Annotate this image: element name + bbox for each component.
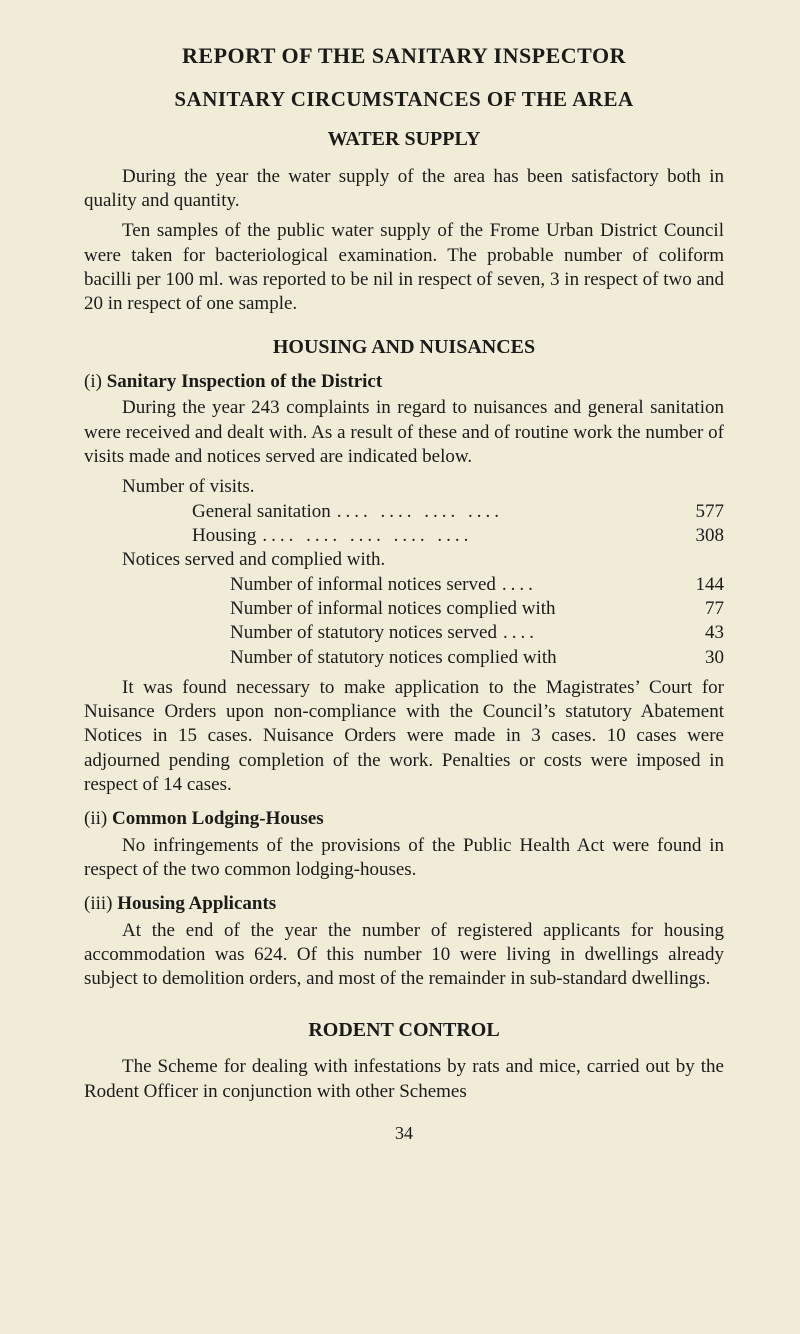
subsection-ii-paragraph: No infringements of the provisions of th… [84, 834, 724, 883]
subsection-i-paragraph-2: It was found necessary to make applicati… [84, 676, 724, 798]
subsection-i-title: Sanitary Inspection of the District [107, 371, 382, 392]
report-subtitle: SANITARY CIRCUMSTANCES OF THE AREA [84, 86, 724, 113]
stat-value: 577 [678, 500, 724, 524]
stat-row: Number of informal notices complied with… [230, 597, 724, 621]
water-paragraph-1: During the year the water supply of the … [84, 165, 724, 214]
section-rodent-heading: RODENT CONTROL [84, 1018, 724, 1044]
leader-dots: .... [496, 573, 678, 597]
subsection-i-paragraph-1: During the year 243 complaints in regard… [84, 396, 724, 469]
stat-label: Number of statutory notices served [230, 621, 497, 645]
stat-row: Housing .... .... .... .... .... 308 [192, 524, 724, 548]
water-paragraph-2: Ten samples of the public water supply o… [84, 219, 724, 316]
stat-label: Housing [192, 524, 256, 548]
stat-label: Number of informal notices complied with [230, 597, 556, 621]
subsection-iii-heading: (iii) Housing Applicants [84, 892, 724, 916]
subsection-iii-title: Housing Applicants [117, 893, 276, 914]
stat-label: Number of informal notices served [230, 573, 496, 597]
section-housing-heading: HOUSING AND NUISANCES [84, 335, 724, 361]
stat-value: 144 [678, 573, 724, 597]
stat-row: General sanitation .... .... .... .... 5… [192, 500, 724, 524]
subsection-i-number: (i) [84, 371, 107, 392]
stat-row: Number of statutory notices served .... … [230, 621, 724, 645]
stat-value: 30 [678, 646, 724, 670]
report-title: REPORT OF THE SANITARY INSPECTOR [84, 42, 724, 70]
subsection-ii-title: Common Lodging-Houses [112, 808, 324, 829]
stat-value: 43 [678, 621, 724, 645]
stat-row: Number of statutory notices complied wit… [230, 646, 724, 670]
leader-dots: .... .... .... .... .... [256, 524, 678, 548]
subsection-iii-paragraph: At the end of the year the number of reg… [84, 919, 724, 992]
stat-value: 308 [678, 524, 724, 548]
notices-header: Notices served and complied with. [122, 548, 724, 572]
subsection-ii-heading: (ii) Common Lodging-Houses [84, 807, 724, 831]
subsection-i-heading: (i) Sanitary Inspection of the District [84, 370, 724, 394]
rodent-paragraph: The Scheme for dealing with infestations… [84, 1055, 724, 1104]
page-number: 34 [84, 1122, 724, 1145]
stat-row: Number of informal notices served .... 1… [230, 573, 724, 597]
leader-dots: .... [497, 621, 678, 645]
visits-block: Number of visits. General sanitation ...… [122, 475, 724, 670]
visits-header: Number of visits. [122, 475, 724, 499]
stat-label: General sanitation [192, 500, 331, 524]
section-water-heading: WATER SUPPLY [84, 127, 724, 153]
stat-label: Number of statutory notices complied wit… [230, 646, 557, 670]
leader-dots: .... .... .... .... [331, 500, 678, 524]
subsection-ii-number: (ii) [84, 808, 112, 829]
subsection-iii-number: (iii) [84, 893, 117, 914]
document-page: REPORT OF THE SANITARY INSPECTOR SANITAR… [0, 0, 800, 1334]
stat-value: 77 [678, 597, 724, 621]
